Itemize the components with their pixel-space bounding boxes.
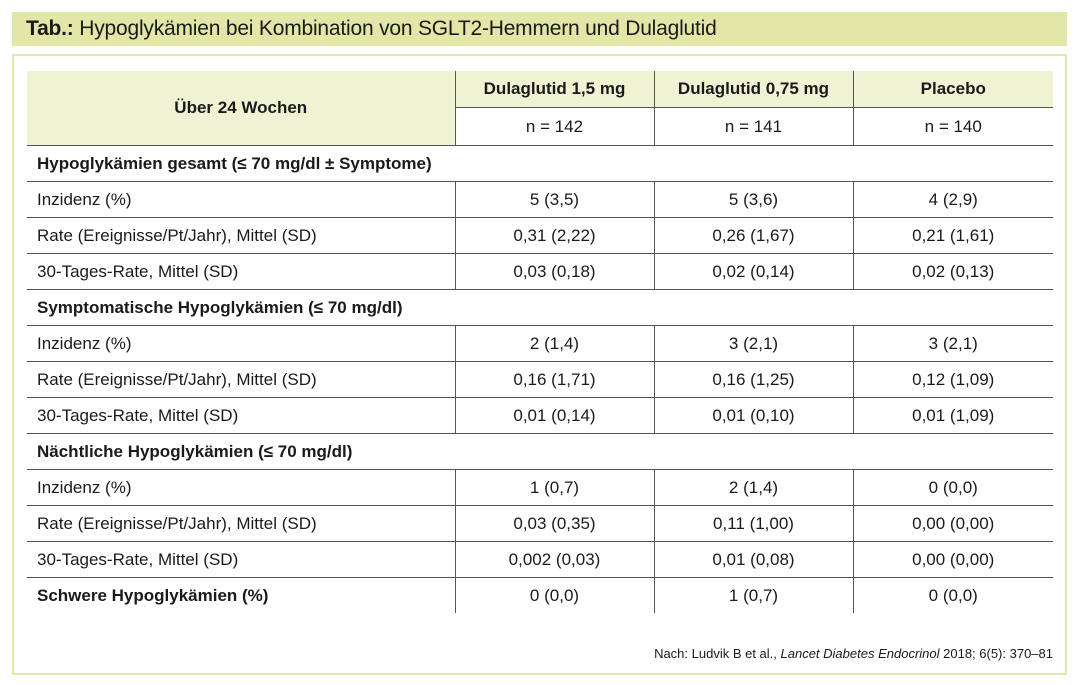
table-row: Rate (Ereignisse/Pt/Jahr), Mittel (SD) 0… [27, 505, 1053, 542]
cell-value: 5 (3,5) [454, 181, 654, 218]
table-frame [12, 54, 1067, 675]
section-title: Symptomatische Hypoglykämien (≤ 70 mg/dl… [27, 289, 1053, 326]
table-row-severe: Schwere Hypoglykämien (%) 0 (0,0) 1 (0,7… [27, 577, 1053, 613]
cell-value: 0,03 (0,18) [454, 253, 654, 290]
row-label: 30-Tages-Rate, Mittel (SD) [27, 253, 455, 290]
section-row: Hypoglykämien gesamt (≤ 70 mg/dl ± Sympt… [27, 145, 1053, 182]
cell-value: 0,01 (0,14) [454, 397, 654, 434]
hypoglycemia-table: Über 24 Wochen Dulaglutid 1,5 mg Dulaglu… [27, 71, 1053, 613]
table-row: 30-Tages-Rate, Mittel (SD) 0,01 (0,14) 0… [27, 397, 1053, 434]
cell-value: 4 (2,9) [852, 181, 1053, 218]
cell-value: 0,16 (1,71) [454, 361, 654, 398]
cell-value: 0,16 (1,25) [653, 361, 853, 398]
table-row: Inzidenz (%) 1 (0,7) 2 (1,4) 0 (0,0) [27, 469, 1053, 506]
cell-value: 5 (3,6) [653, 181, 853, 218]
row-label-severe: Schwere Hypoglykämien (%) [37, 585, 269, 605]
table-title-text: Hypoglykämien bei Kombination von SGLT2-… [79, 17, 717, 40]
cell-value: 0,11 (1,00) [653, 505, 853, 542]
cell-value: 0,26 (1,67) [653, 217, 853, 254]
row-label: Rate (Ereignisse/Pt/Jahr), Mittel (SD) [27, 217, 455, 254]
source-suffix: 2018; 6(5): 370–81 [939, 646, 1053, 661]
header-n-placebo: n = 140 [852, 107, 1053, 146]
cell-value: 0,03 (0,35) [454, 505, 654, 542]
row-label: Rate (Ereignisse/Pt/Jahr), Mittel (SD) [27, 505, 455, 542]
header-n-dula-075: n = 141 [653, 107, 853, 146]
cell-value: 2 (1,4) [653, 469, 853, 506]
cell-value: 0,21 (1,61) [852, 217, 1053, 254]
table-title: Tab.: Hypoglykämien bei Kombination von … [12, 12, 1067, 46]
row-label: Inzidenz (%) [27, 325, 455, 362]
cell-value: 0 (0,0) [852, 469, 1053, 506]
cell-value: 3 (2,1) [852, 325, 1053, 362]
cell-value: 0,00 (0,00) [852, 505, 1053, 542]
cell-value: 0,02 (0,13) [852, 253, 1053, 290]
header-col-dula-15: Dulaglutid 1,5 mg [454, 71, 654, 108]
section-title: Hypoglykämien gesamt (≤ 70 mg/dl ± Sympt… [27, 145, 1053, 182]
cell-value: 0,01 (1,09) [852, 397, 1053, 434]
table-row: 30-Tages-Rate, Mittel (SD) 0,03 (0,18) 0… [27, 253, 1053, 290]
cell-value: 0,01 (0,10) [653, 397, 853, 434]
cell-value: 0,01 (0,08) [653, 541, 853, 578]
table-row: 30-Tages-Rate, Mittel (SD) 0,002 (0,03) … [27, 541, 1053, 578]
row-label: 30-Tages-Rate, Mittel (SD) [27, 397, 455, 434]
header-col-placebo: Placebo [852, 71, 1053, 108]
cell-value: 1 (0,7) [454, 469, 654, 506]
table-row: Rate (Ereignisse/Pt/Jahr), Mittel (SD) 0… [27, 361, 1053, 398]
source-journal: Lancet Diabetes Endocrinol [780, 646, 940, 661]
cell-value: 0,31 (2,22) [454, 217, 654, 254]
header-corner: Über 24 Wochen [27, 71, 455, 146]
source-prefix: Nach: Ludvik B et al., [654, 646, 781, 661]
header-n-dula-15: n = 142 [454, 107, 654, 146]
header-col-dula-075: Dulaglutid 0,75 mg [653, 71, 853, 108]
section-title: Nächtliche Hypoglykämien (≤ 70 mg/dl) [27, 433, 1053, 470]
cell-value: 3 (2,1) [653, 325, 853, 362]
source-citation: Nach: Ludvik B et al., Lancet Diabetes E… [654, 646, 1053, 661]
table-row: Rate (Ereignisse/Pt/Jahr), Mittel (SD) 0… [27, 217, 1053, 254]
cell-value: 0,002 (0,03) [454, 541, 654, 578]
table-row: Inzidenz (%) 2 (1,4) 3 (2,1) 3 (2,1) [27, 325, 1053, 362]
cell-value: 0 (0,0) [852, 577, 1053, 613]
row-label: Inzidenz (%) [27, 181, 455, 218]
cell-value: 0,00 (0,00) [852, 541, 1053, 578]
section-row: Symptomatische Hypoglykämien (≤ 70 mg/dl… [27, 289, 1053, 326]
row-label: Inzidenz (%) [27, 469, 455, 506]
cell-value: 0,02 (0,14) [653, 253, 853, 290]
table-row: Inzidenz (%) 5 (3,5) 5 (3,6) 4 (2,9) [27, 181, 1053, 218]
cell-value: 1 (0,7) [653, 577, 853, 613]
cell-value: 2 (1,4) [454, 325, 654, 362]
cell-value: 0 (0,0) [454, 577, 654, 613]
row-label: 30-Tages-Rate, Mittel (SD) [27, 541, 455, 578]
table-title-prefix: Tab.: [26, 17, 74, 40]
row-label: Rate (Ereignisse/Pt/Jahr), Mittel (SD) [27, 361, 455, 398]
section-row: Nächtliche Hypoglykämien (≤ 70 mg/dl) [27, 433, 1053, 470]
cell-value: 0,12 (1,09) [852, 361, 1053, 398]
